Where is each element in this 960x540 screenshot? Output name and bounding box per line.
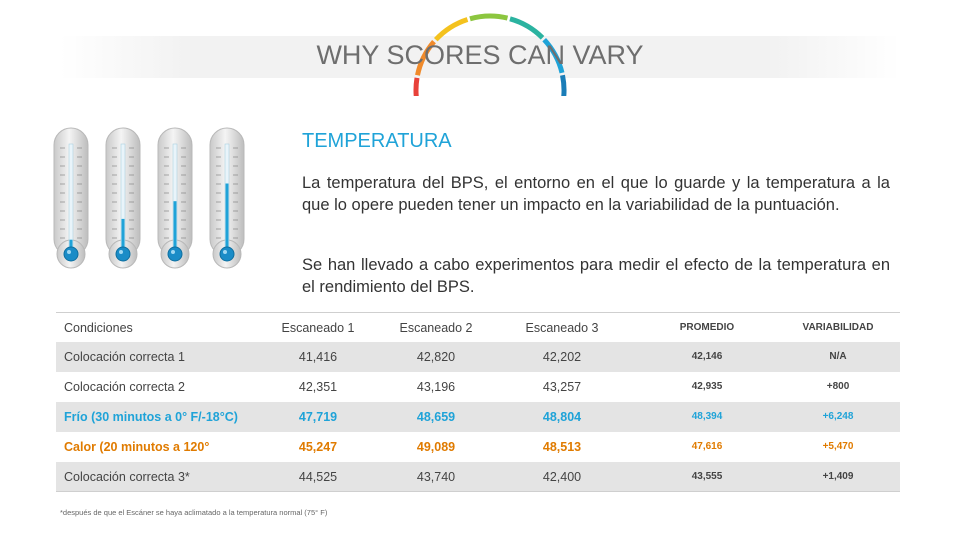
page-header-title: WHY SCORES CAN VARY xyxy=(316,40,644,70)
arc-segment xyxy=(433,17,469,42)
table-row: Frío (30 minutos a 0° F/-18°C) 47,719 48… xyxy=(56,402,900,432)
table-cell: 43,196 xyxy=(416,380,456,394)
thermometer-icon xyxy=(209,127,245,269)
column-header: PROMEDIO xyxy=(679,322,735,333)
table-cell: 48,394 xyxy=(691,411,723,422)
table-cell: +1,409 xyxy=(822,471,854,482)
table-cell: 43,555 xyxy=(691,471,723,482)
gauge-arc-logo xyxy=(413,13,567,96)
header-band xyxy=(60,36,900,78)
table-cell: 42,935 xyxy=(691,381,723,392)
table-cell: +6,248 xyxy=(822,411,854,422)
section-title: TEMPERATURA xyxy=(302,130,452,152)
thermometers-illustration xyxy=(52,126,272,276)
arc-segment xyxy=(560,74,567,96)
table-row: Colocación correcta 3* 44,525 43,740 42,… xyxy=(56,462,900,492)
table-cell: Frío (30 minutos a 0° F/-18°C) xyxy=(64,410,238,424)
table-header-row: Condiciones Escaneado 1 Escaneado 2 Esca… xyxy=(56,312,900,342)
table-cell: 48,513 xyxy=(542,440,582,454)
column-header: Escaneado 1 xyxy=(281,321,355,335)
column-header: Escaneado 3 xyxy=(525,321,599,335)
table-cell: 47,719 xyxy=(298,410,338,424)
table-row: Calor (20 minutos a 120° 45,247 49,089 4… xyxy=(56,432,900,462)
table-cell: 42,202 xyxy=(542,350,582,364)
table-cell: 47,616 xyxy=(691,441,723,452)
arc-segment xyxy=(542,37,565,74)
arc-segment xyxy=(415,39,436,76)
table-cell: Colocación correcta 3* xyxy=(64,470,190,484)
thermometer-icon xyxy=(53,127,89,269)
footnote: *después de que el Escáner se haya aclim… xyxy=(60,508,328,517)
table-cell: Calor (20 minutos a 120° xyxy=(64,440,210,454)
thermometer-icon xyxy=(105,127,141,269)
table-cell: 43,740 xyxy=(416,470,456,484)
table-row: Colocación correcta 2 42,351 43,196 43,2… xyxy=(56,372,900,402)
results-table: Condiciones Escaneado 1 Escaneado 2 Esca… xyxy=(56,312,900,492)
experiment-paragraph: Se han llevado a cabo experimentos para … xyxy=(302,256,890,296)
column-header: Condiciones xyxy=(64,321,133,335)
table-row: Colocación correcta 1 41,416 42,820 42,2… xyxy=(56,342,900,372)
arc-segment xyxy=(509,16,545,40)
table-cell: 42,820 xyxy=(416,350,456,364)
arc-segment xyxy=(413,77,420,96)
thermometer-icon xyxy=(157,127,193,269)
table-cell: 44,525 xyxy=(298,470,338,484)
table-cell: 42,146 xyxy=(691,351,723,362)
table-cell: 41,416 xyxy=(298,350,338,364)
table-cell: 48,659 xyxy=(416,410,456,424)
table-cell: 42,351 xyxy=(298,380,338,394)
intro-paragraph: La temperatura del BPS, el entorno en el… xyxy=(302,174,890,214)
column-header: VARIABILIDAD xyxy=(802,322,874,333)
table-cell: 42,400 xyxy=(542,470,582,484)
table-cell: 48,804 xyxy=(542,410,582,424)
table-cell: 45,247 xyxy=(298,440,338,454)
table-cell: N/A xyxy=(829,351,847,362)
column-header: Escaneado 2 xyxy=(399,321,473,335)
table-cell: 43,257 xyxy=(542,380,582,394)
table-cell: +800 xyxy=(826,381,850,392)
table-cell: +5,470 xyxy=(822,441,854,452)
table-cell: Colocación correcta 2 xyxy=(64,380,185,394)
table-cell: Colocación correcta 1 xyxy=(64,350,185,364)
arc-segment xyxy=(469,13,509,22)
table-cell: 49,089 xyxy=(416,440,456,454)
